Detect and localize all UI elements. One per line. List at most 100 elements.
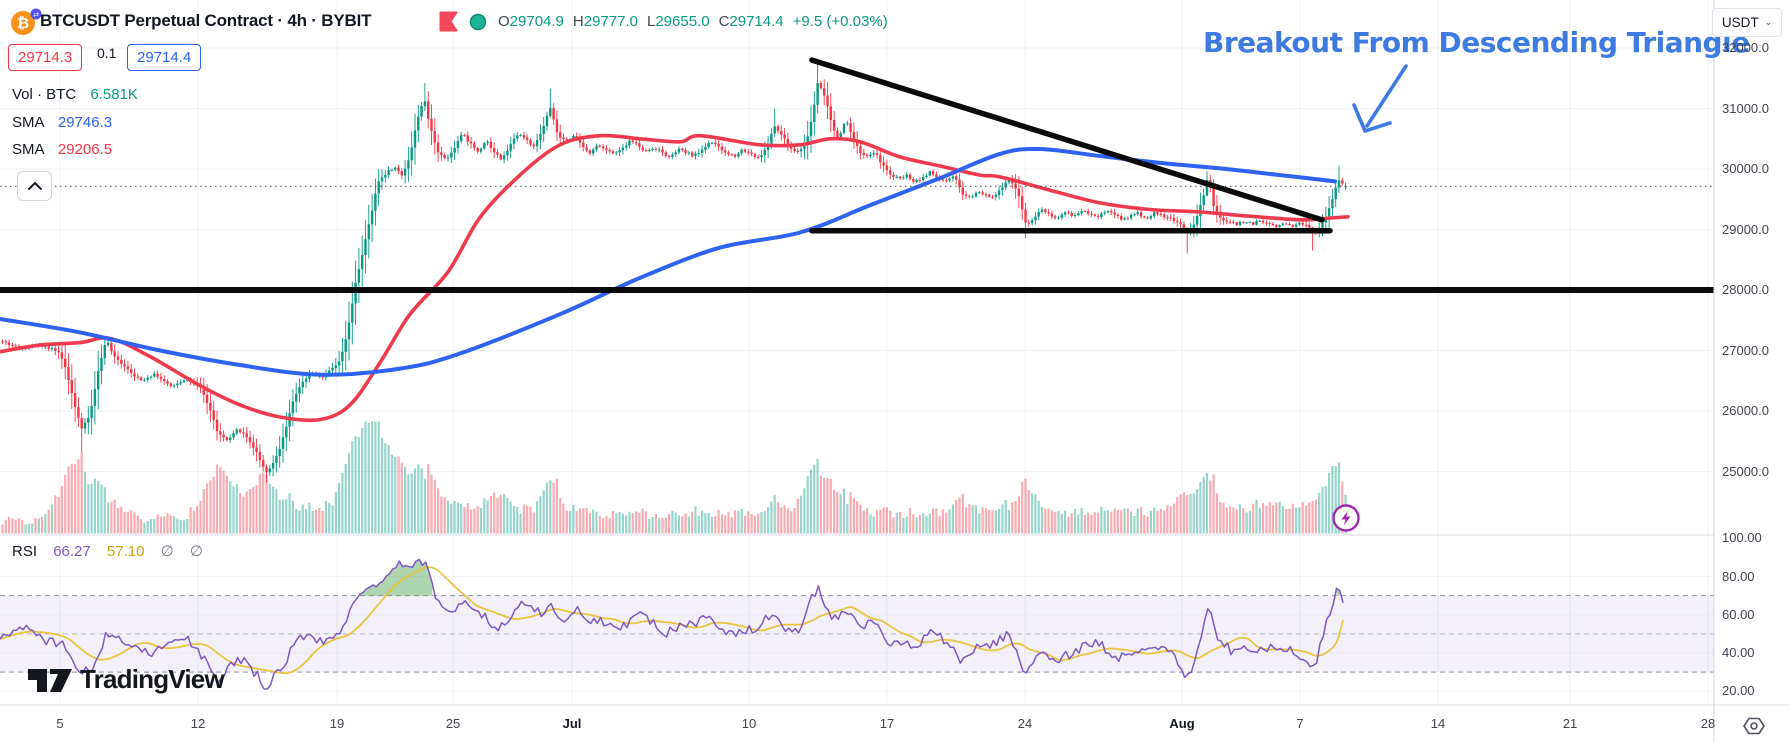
candle [1116, 214, 1120, 216]
volume-bar [1262, 503, 1265, 534]
candle [486, 141, 489, 144]
volume-bar [93, 478, 96, 534]
volume-bar [34, 518, 37, 534]
annotation-arrow-icon[interactable] [1340, 58, 1410, 143]
volume-bar [862, 510, 865, 534]
volume-bar [826, 477, 829, 534]
time-tick-label: Aug [1169, 716, 1195, 731]
sma-fast-label: SMA [12, 114, 44, 131]
volume-bar [463, 507, 466, 534]
volume-bar [1064, 510, 1067, 534]
candle [799, 149, 803, 152]
lightning-boost-button[interactable] [1331, 503, 1361, 533]
candle [1222, 217, 1225, 221]
candle [526, 137, 529, 140]
volume-bar [1034, 494, 1037, 534]
volume-bar [965, 507, 968, 534]
volume-bar [1100, 506, 1103, 534]
volume-bar [1182, 492, 1185, 534]
volume-bar [413, 468, 417, 534]
volume-bar [1268, 501, 1271, 534]
candle [262, 460, 265, 467]
candle [955, 176, 958, 180]
volume-bar [311, 511, 314, 534]
volume-bar [1265, 505, 1268, 534]
volume-bar [427, 464, 430, 534]
candle [143, 379, 146, 381]
candle [707, 143, 710, 147]
candle [898, 176, 902, 179]
candle [912, 179, 915, 182]
candle [116, 356, 120, 360]
volume-bar [1037, 500, 1040, 534]
tradingview-logo[interactable]: TradingView [28, 664, 225, 695]
collapse-indicators-button[interactable] [17, 171, 52, 201]
volume-bar [1146, 516, 1149, 534]
volume-bar [149, 519, 153, 534]
volume-bar [225, 475, 228, 534]
currency-selector-button[interactable]: USDT ⌄ [1712, 8, 1782, 37]
candle [826, 95, 829, 107]
volume-bar [1070, 513, 1073, 534]
candle [394, 167, 397, 170]
volume-bar [1258, 507, 1261, 534]
candle [519, 135, 522, 137]
volume-bar [743, 515, 747, 534]
axis-settings-icon[interactable] [1742, 714, 1766, 738]
volume-bar [433, 480, 436, 534]
candle [1093, 214, 1096, 216]
candle [730, 154, 733, 156]
volume-bar [602, 518, 605, 534]
sma-slow-row[interactable]: SMA 29206.5 [12, 141, 112, 158]
volume-bar [819, 475, 822, 534]
volume-bar [186, 519, 189, 534]
volume-bar [126, 511, 129, 534]
rsi-label: RSI [12, 543, 38, 560]
bid-price-box[interactable]: 29714.3 [8, 44, 83, 71]
candle [865, 154, 869, 157]
sma-fast-row[interactable]: SMA 29746.3 [12, 114, 112, 131]
volume-bar [113, 499, 116, 534]
volume-bar [542, 490, 545, 534]
volume-bar [1281, 506, 1284, 534]
volume-bar [793, 507, 796, 534]
candle [697, 153, 700, 155]
volume-bar [479, 507, 483, 534]
volume-bar [301, 504, 304, 534]
volume-bar [786, 508, 789, 534]
time-tick-label: 5 [56, 716, 64, 731]
candle [463, 135, 466, 137]
volume-row[interactable]: Vol · BTC 6.581K [12, 86, 138, 103]
candle [466, 135, 469, 142]
candle [1304, 224, 1308, 226]
candle [892, 174, 895, 177]
candle [704, 146, 707, 150]
volume-bar [681, 516, 684, 534]
candle [1205, 180, 1209, 196]
candle [370, 210, 374, 225]
candle [1275, 225, 1278, 227]
candle [298, 387, 301, 394]
breakout-annotation-text[interactable]: Breakout From Descending Triangle [1203, 26, 1750, 59]
candle [753, 153, 757, 157]
volume-bar [635, 511, 638, 534]
candle [994, 194, 997, 197]
ask-price-box[interactable]: 29714.4 [127, 44, 202, 71]
rsi-header-row[interactable]: RSI 66.27 57.10 ∅ ∅ [12, 542, 215, 560]
rsi-tick-label: 100.00 [1722, 530, 1762, 546]
candle [1215, 206, 1219, 212]
volume-bar [780, 507, 783, 534]
volume-bar [110, 501, 113, 534]
candle [1047, 212, 1050, 214]
rsi-line [0, 558, 1344, 690]
candle [242, 432, 245, 434]
volume-bar [27, 523, 30, 534]
symbol-title[interactable]: BTCUSDT Perpetual Contract · 4h · BYBIT [40, 11, 372, 30]
sma-slow-value: 29206.5 [57, 141, 113, 158]
volume-bar [628, 511, 631, 534]
volume-bar [130, 510, 133, 534]
candle [1011, 180, 1014, 184]
volume-bar [978, 513, 981, 534]
volume-bar [664, 517, 667, 534]
